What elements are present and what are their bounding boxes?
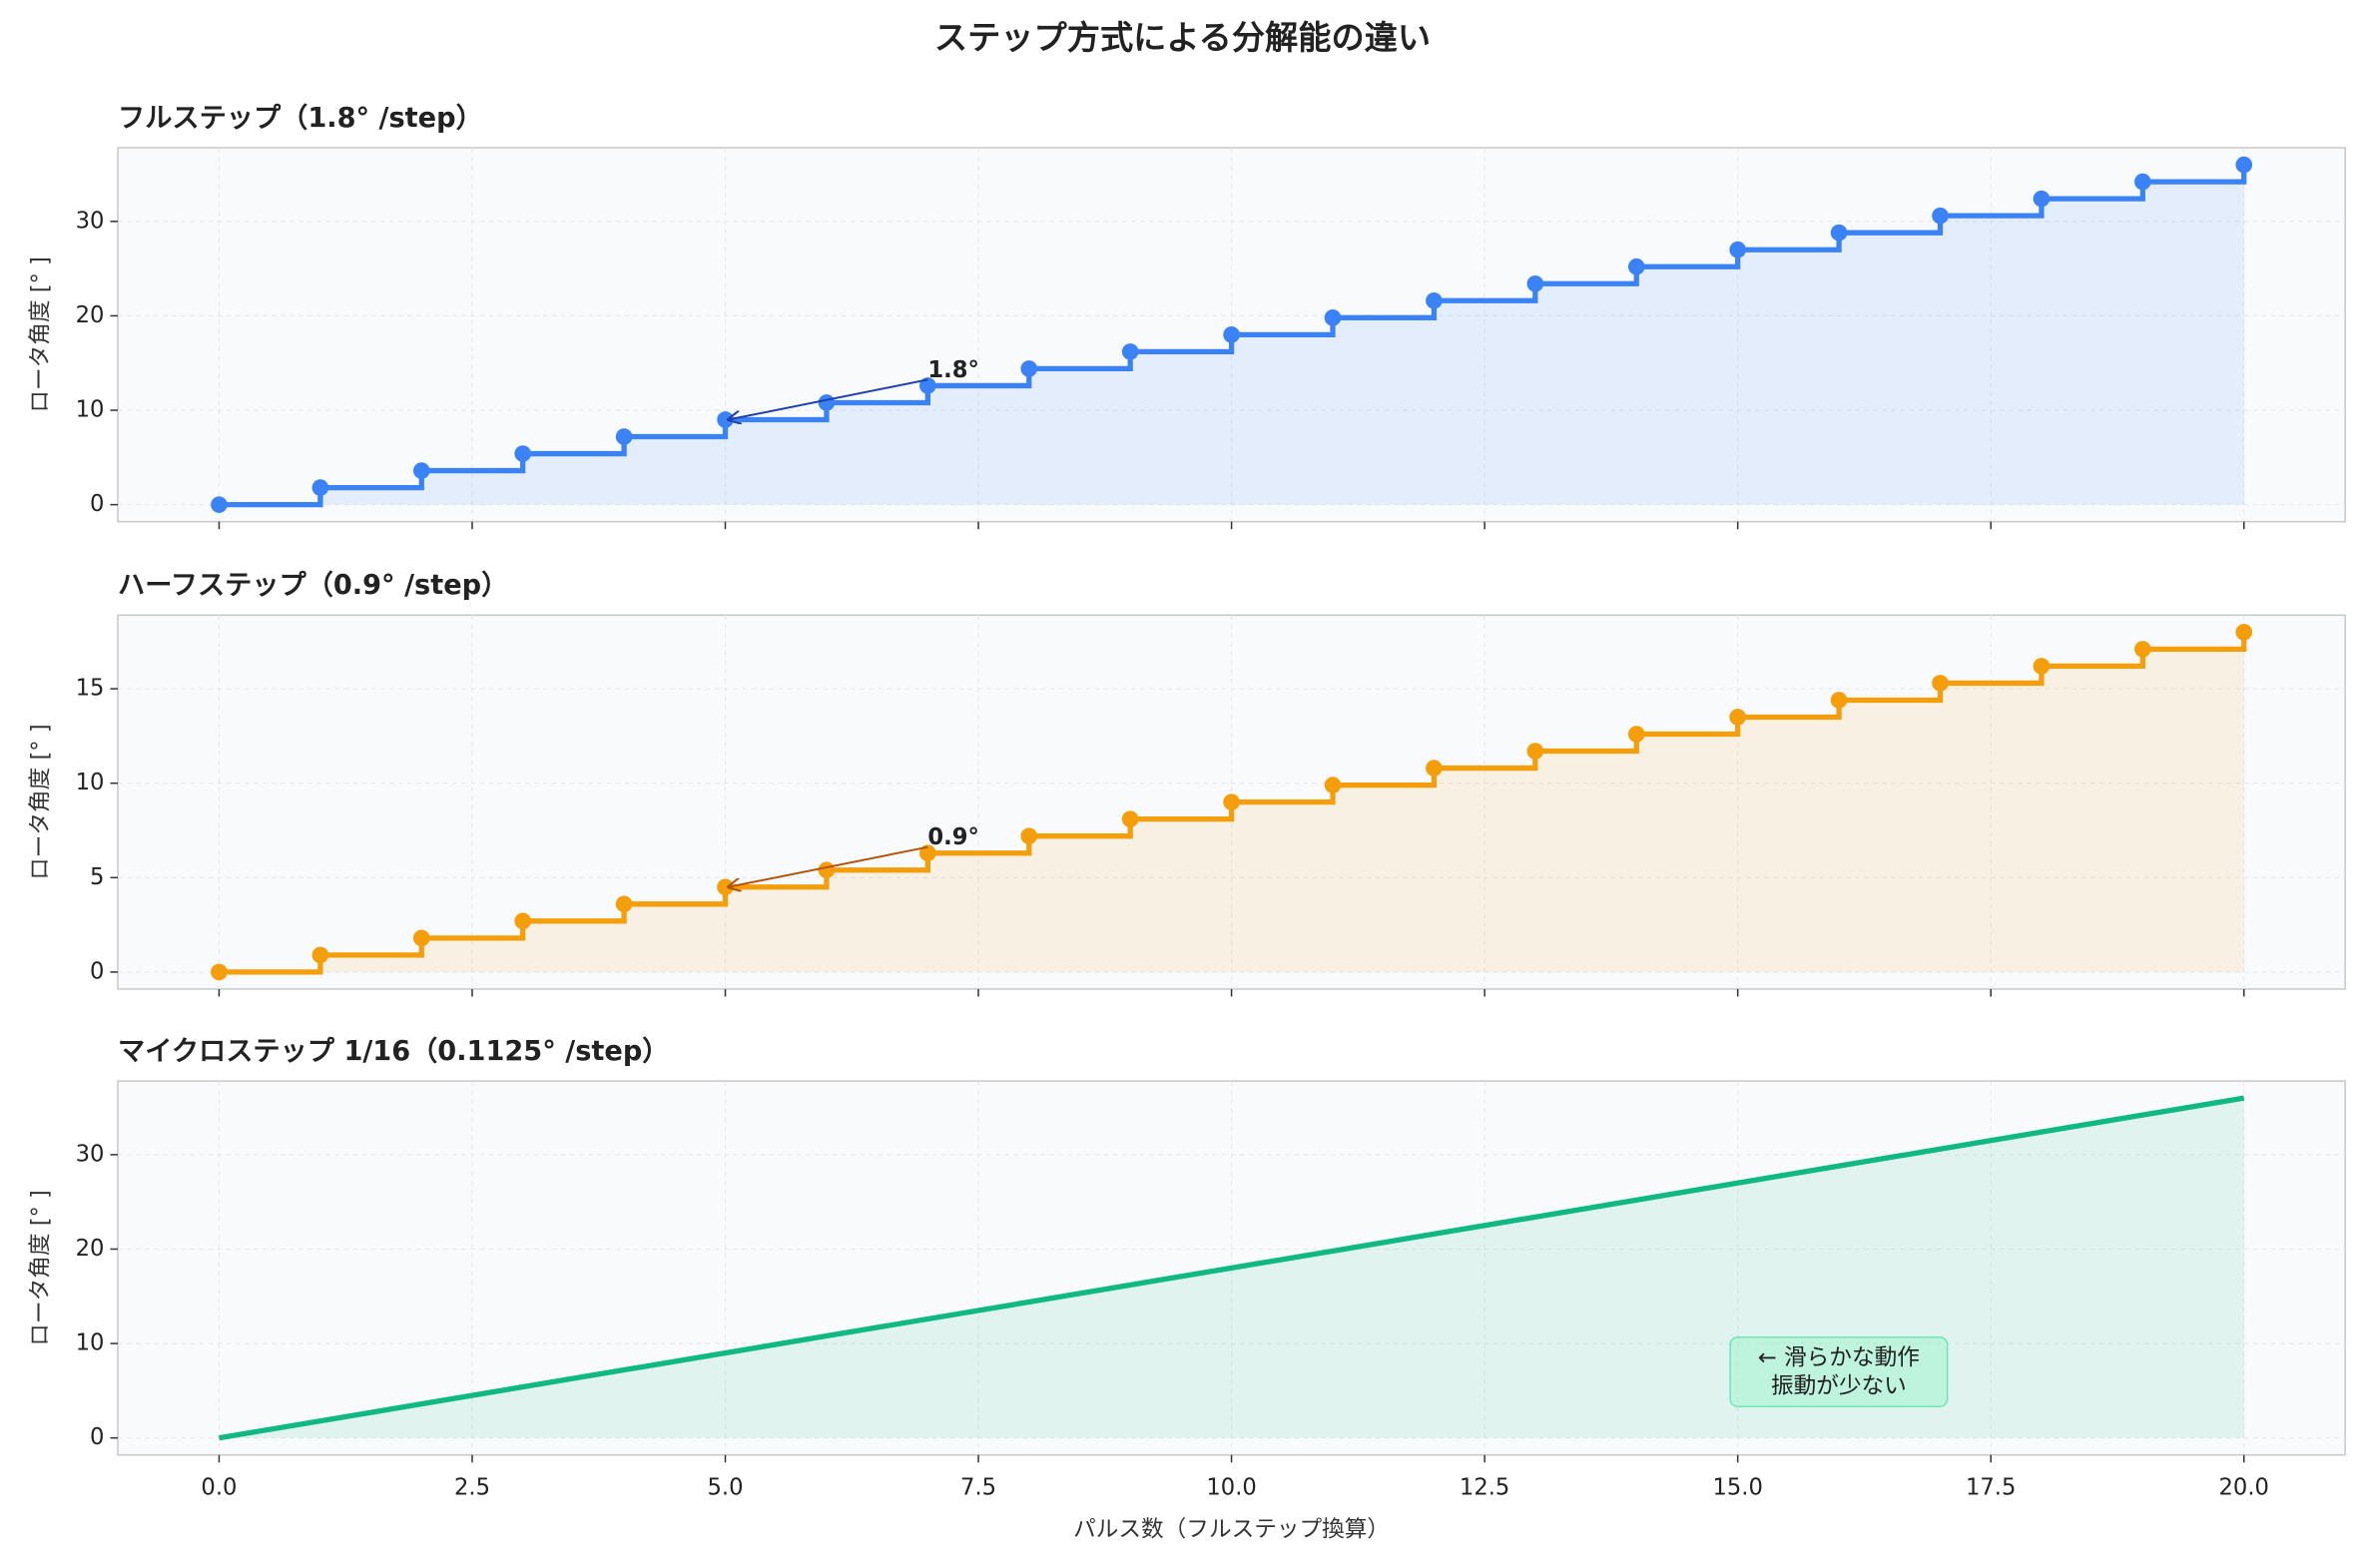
figure-title: ステップ方式による分解能の違い [934, 18, 1431, 57]
annotation: 0.9° [927, 824, 978, 850]
y-axis-label: ロータ角度 [° ] [27, 257, 53, 413]
x-tick-label: 2.5 [454, 1474, 490, 1500]
data-point [1627, 258, 1645, 275]
x-tick-label: 5.0 [708, 1474, 744, 1500]
y-tick-label: 0 [90, 958, 104, 984]
y-tick-label: 20 [76, 302, 105, 328]
series-line [219, 1095, 2245, 1441]
data-point [1223, 326, 1240, 343]
y-axis-label: ロータ角度 [° ] [27, 724, 53, 880]
data-point [2033, 190, 2051, 208]
x-tick-label: 20.0 [2219, 1474, 2269, 1500]
data-point [1526, 743, 1544, 760]
data-point [1223, 793, 1240, 810]
x-tick-label: 17.5 [1966, 1474, 2016, 1500]
axes-title: マイクロステップ 1/16（0.1125° /step） [118, 1036, 669, 1067]
data-point [919, 844, 936, 862]
data-point [1426, 291, 1443, 309]
data-point [818, 394, 836, 411]
data-point [1932, 207, 1949, 225]
data-point [2033, 658, 2051, 675]
data-point [2134, 641, 2151, 658]
y-tick-label: 30 [76, 1141, 105, 1167]
note-text: 振動が少ない [1771, 1373, 1907, 1399]
data-point [1729, 241, 1746, 259]
data-point [818, 861, 836, 879]
y-tick-label: 20 [76, 1236, 105, 1262]
x-tick-label: 12.5 [1460, 1474, 1509, 1500]
data-point [1020, 827, 1038, 844]
data-point [2235, 156, 2253, 174]
data-point [615, 428, 633, 445]
y-axis-label: ロータ角度 [° ] [27, 1190, 53, 1346]
data-point [311, 479, 329, 496]
axes-title: ハーフステップ（0.9° /step） [118, 570, 508, 601]
x-tick-label: 15.0 [1712, 1474, 1762, 1500]
axes-title: フルステップ（1.8° /step） [118, 103, 483, 134]
note-text: ← 滑らかな動作 [1758, 1344, 1920, 1370]
data-point [1830, 224, 1848, 242]
data-point [1324, 777, 1342, 793]
y-tick-label: 10 [76, 770, 105, 795]
data-point [1121, 343, 1139, 360]
y-tick-label: 30 [76, 208, 105, 234]
x-tick-label: 0.0 [201, 1474, 237, 1500]
data-point [1121, 810, 1139, 827]
data-point [211, 963, 228, 981]
data-point [514, 445, 531, 462]
y-tick-label: 0 [90, 491, 104, 517]
data-point [2235, 624, 2253, 641]
data-point [1830, 692, 1848, 709]
y-tick-label: 15 [76, 676, 105, 702]
annotation-arrow [729, 378, 928, 419]
data-point [1020, 360, 1038, 377]
data-point [211, 496, 228, 513]
data-point [919, 377, 936, 394]
data-point [514, 912, 531, 930]
y-tick-label: 5 [90, 864, 104, 890]
y-tick-label: 10 [76, 397, 105, 423]
annotation: 1.8° [927, 357, 978, 383]
y-tick-label: 0 [90, 1424, 104, 1450]
data-point [1729, 709, 1746, 726]
data-point [615, 895, 633, 913]
data-point [1324, 309, 1342, 326]
note-box [1729, 1335, 1949, 1407]
data-point [412, 462, 430, 479]
x-axis-label: パルス数（フルステップ換算） [1073, 1517, 1390, 1543]
data-point [1932, 675, 1949, 692]
x-tick-label: 7.5 [960, 1474, 996, 1500]
data-point [311, 946, 329, 964]
y-tick-label: 10 [76, 1330, 105, 1356]
data-point [1526, 274, 1544, 292]
data-point [1426, 760, 1443, 777]
x-tick-label: 10.0 [1206, 1474, 1256, 1500]
data-point [2134, 173, 2151, 191]
data-point [412, 929, 430, 947]
data-point [1627, 726, 1645, 743]
annotation-arrow [729, 845, 928, 887]
